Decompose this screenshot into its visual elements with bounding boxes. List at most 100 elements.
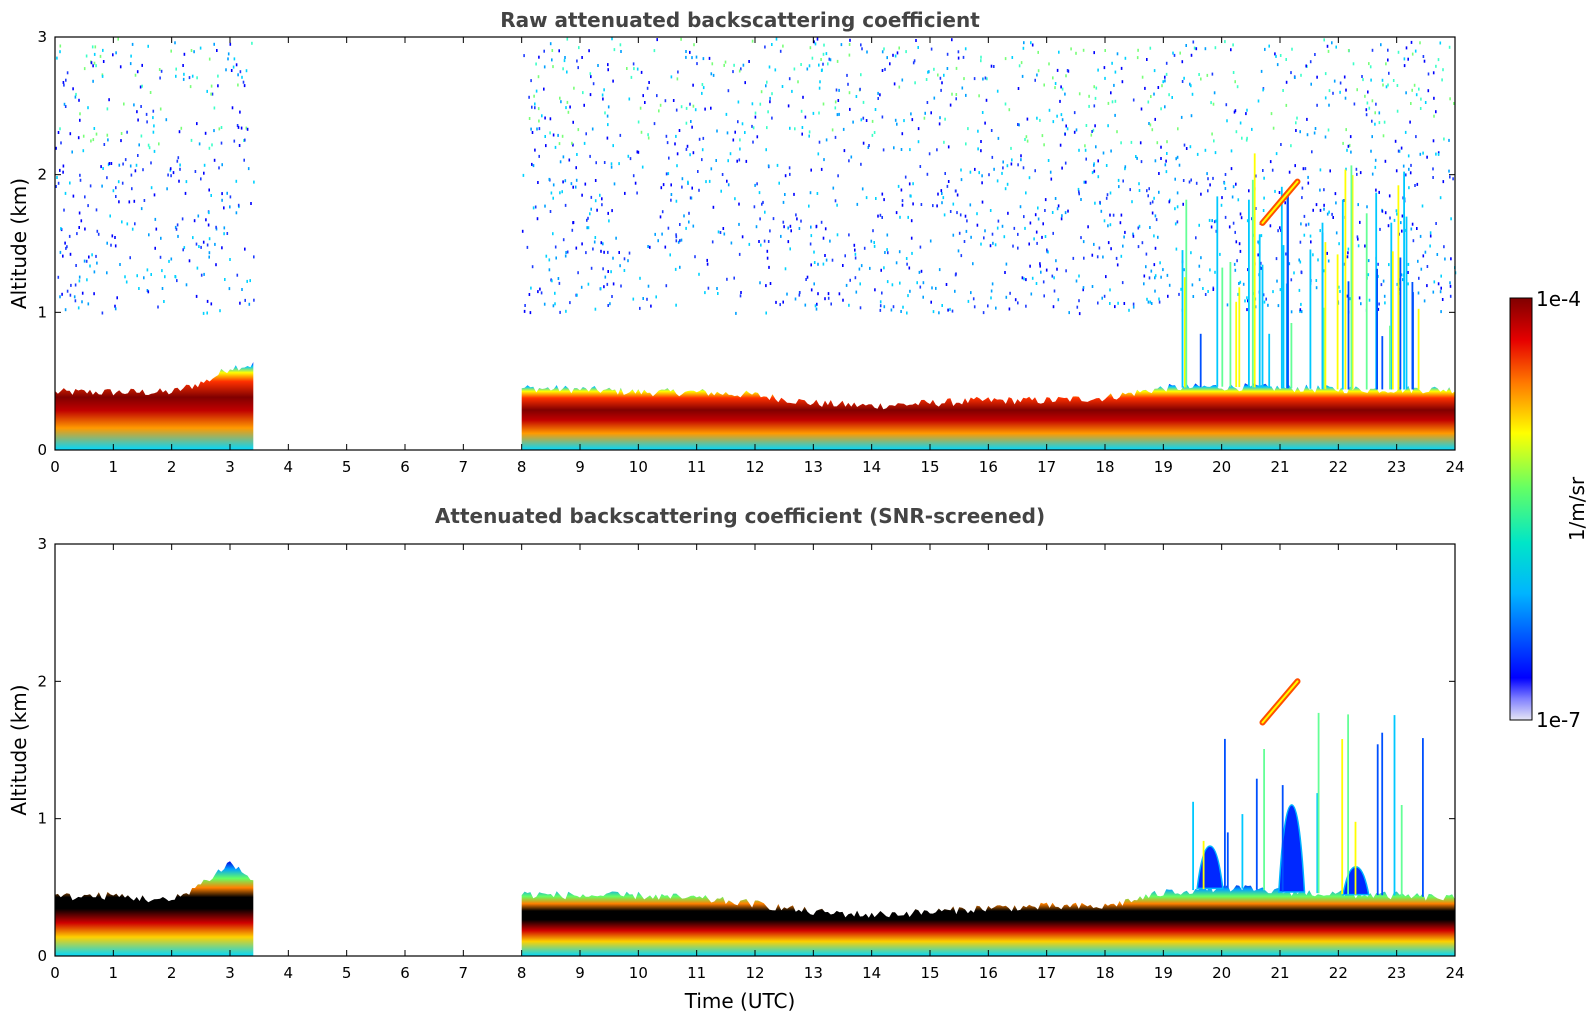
- noise-pixel: [976, 212, 978, 216]
- noise-pixel: [571, 228, 574, 232]
- noise-pixel: [568, 158, 571, 162]
- noise-pixel: [849, 278, 851, 282]
- noise-pixel: [603, 161, 606, 164]
- noise-pixel: [1084, 144, 1086, 148]
- noise-pixel: [1239, 280, 1242, 284]
- aerosol-spike: [1397, 185, 1400, 390]
- noise-pixel: [551, 279, 553, 283]
- noise-pixel: [1383, 294, 1386, 298]
- noise-pixel: [93, 292, 95, 296]
- noise-pixel: [1080, 198, 1082, 201]
- noise-pixel: [83, 259, 86, 263]
- noise-pixel: [1162, 268, 1164, 272]
- x-tick-label: 13: [804, 964, 823, 982]
- noise-pixel: [1030, 292, 1033, 296]
- noise-pixel: [87, 302, 90, 306]
- noise-pixel: [685, 106, 688, 110]
- noise-pixel: [1365, 113, 1368, 117]
- noise-pixel: [1429, 231, 1432, 235]
- boundary-layer-segment: [55, 362, 254, 450]
- noise-pixel: [1424, 250, 1427, 254]
- noise-pixel: [994, 243, 997, 247]
- noise-pixel: [1432, 176, 1434, 179]
- noise-pixel: [922, 281, 925, 285]
- noise-pixel: [531, 265, 534, 269]
- noise-pixel: [1120, 213, 1123, 217]
- x-tick-label: 15: [920, 964, 939, 982]
- noise-pixel: [1324, 96, 1327, 100]
- noise-pixel: [1135, 155, 1137, 158]
- noise-pixel: [603, 285, 605, 289]
- noise-pixel: [904, 175, 907, 179]
- noise-pixel: [1262, 169, 1264, 172]
- noise-pixel: [93, 52, 96, 56]
- noise-pixel: [131, 187, 133, 191]
- noise-pixel: [880, 268, 882, 272]
- x-tick-label: 14: [862, 964, 881, 982]
- noise-pixel: [612, 79, 614, 83]
- noise-pixel: [716, 287, 718, 290]
- noise-pixel: [126, 222, 129, 226]
- noise-pixel: [751, 124, 753, 128]
- noise-pixel: [557, 277, 560, 280]
- noise-pixel: [246, 127, 249, 131]
- aerosol-spike: [1185, 199, 1188, 388]
- noise-pixel: [1260, 234, 1263, 238]
- noise-pixel: [1073, 111, 1076, 115]
- noise-pixel: [710, 106, 712, 110]
- noise-pixel: [984, 76, 987, 80]
- x-axis: 0 1 2 3 4 5 6 7 8 9 10 11 12 13 14 15 16 17 18 19 20 21 22 23 24: [50, 544, 1465, 982]
- noise-pixel: [1313, 131, 1316, 135]
- noise-pixel: [794, 297, 797, 301]
- noise-pixel: [589, 154, 591, 158]
- noise-pixel: [243, 158, 245, 162]
- noise-pixel: [1414, 184, 1416, 187]
- x-tick-label: 12: [745, 964, 764, 982]
- noise-pixel: [1095, 86, 1098, 90]
- noise-pixel: [632, 297, 635, 301]
- noise-pixel: [912, 61, 915, 65]
- noise-pixel: [1299, 130, 1301, 134]
- noise-pixel: [724, 60, 727, 64]
- noise-pixel: [129, 256, 131, 260]
- noise-pixel: [587, 282, 590, 286]
- noise-pixel: [548, 258, 551, 262]
- noise-pixel: [57, 181, 60, 185]
- noise-pixel: [1007, 211, 1009, 215]
- noise-pixel: [218, 166, 220, 170]
- noise-pixel: [1427, 72, 1430, 76]
- noise-pixel: [1328, 103, 1330, 107]
- noise-pixel: [559, 310, 561, 314]
- noise-pixel: [1072, 256, 1075, 260]
- noise-pixel: [675, 134, 677, 138]
- noise-pixel: [795, 213, 797, 217]
- noise-pixel: [1280, 228, 1282, 232]
- noise-pixel: [959, 213, 962, 217]
- noise-pixel: [967, 299, 970, 303]
- noise-pixel: [879, 213, 882, 217]
- noise-pixel: [1174, 177, 1176, 181]
- noise-pixel: [223, 232, 225, 236]
- noise-pixel: [813, 261, 816, 264]
- noise-pixel: [159, 255, 162, 259]
- elevated-layer-core: [1261, 180, 1299, 224]
- noise-pixel: [734, 197, 736, 201]
- noise-pixel: [1230, 149, 1233, 153]
- noise-pixel: [1137, 48, 1139, 52]
- aerosol-spike: [1351, 175, 1354, 390]
- aerosol-spike: [1192, 801, 1194, 891]
- noise-pixel: [664, 245, 667, 249]
- noise-pixel: [1409, 120, 1411, 124]
- noise-pixel: [902, 305, 904, 309]
- noise-pixel: [1251, 127, 1253, 131]
- aerosol-spike: [1255, 778, 1258, 890]
- noise-pixel: [1235, 240, 1238, 244]
- x-tick-label: 23: [1387, 458, 1406, 476]
- noise-pixel: [1426, 155, 1428, 159]
- noise-pixel: [816, 302, 818, 306]
- noise-pixel: [120, 139, 122, 143]
- noise-pixel: [793, 192, 795, 196]
- aerosol-spike: [1347, 714, 1349, 895]
- noise-pixel: [1061, 87, 1064, 91]
- noise-pixel: [141, 63, 143, 67]
